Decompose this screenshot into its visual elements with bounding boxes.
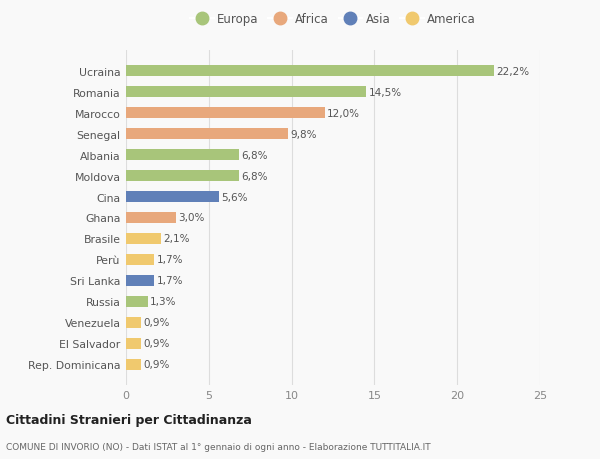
Bar [126, 107, 325, 119]
Bar [126, 254, 154, 266]
Text: COMUNE DI INVORIO (NO) - Dati ISTAT al 1° gennaio di ogni anno - Elaborazione TU: COMUNE DI INVORIO (NO) - Dati ISTAT al 1… [6, 442, 431, 451]
Text: 14,5%: 14,5% [368, 87, 402, 97]
Text: 1,7%: 1,7% [157, 255, 183, 265]
Text: 1,7%: 1,7% [157, 276, 183, 286]
Text: 5,6%: 5,6% [221, 192, 248, 202]
Text: 9,8%: 9,8% [291, 129, 317, 139]
Bar [126, 129, 288, 140]
Legend: Europa, Africa, Asia, America: Europa, Africa, Asia, America [187, 10, 479, 29]
Text: Cittadini Stranieri per Cittadinanza: Cittadini Stranieri per Cittadinanza [6, 413, 252, 426]
Bar [126, 338, 141, 349]
Bar [126, 191, 219, 203]
Text: 0,9%: 0,9% [143, 318, 170, 328]
Bar [126, 87, 366, 98]
Bar [126, 212, 176, 224]
Bar [126, 233, 161, 245]
Bar [126, 296, 148, 308]
Text: 0,9%: 0,9% [143, 359, 170, 369]
Bar [126, 170, 239, 182]
Text: 0,9%: 0,9% [143, 339, 170, 349]
Text: 1,3%: 1,3% [150, 297, 176, 307]
Bar [126, 317, 141, 329]
Bar [126, 359, 141, 370]
Text: 2,1%: 2,1% [163, 234, 190, 244]
Text: 12,0%: 12,0% [327, 108, 360, 118]
Bar [126, 150, 239, 161]
Text: 6,8%: 6,8% [241, 171, 268, 181]
Text: 22,2%: 22,2% [496, 67, 529, 77]
Text: 6,8%: 6,8% [241, 150, 268, 160]
Bar [126, 275, 154, 286]
Bar [126, 66, 494, 77]
Text: 3,0%: 3,0% [178, 213, 205, 223]
